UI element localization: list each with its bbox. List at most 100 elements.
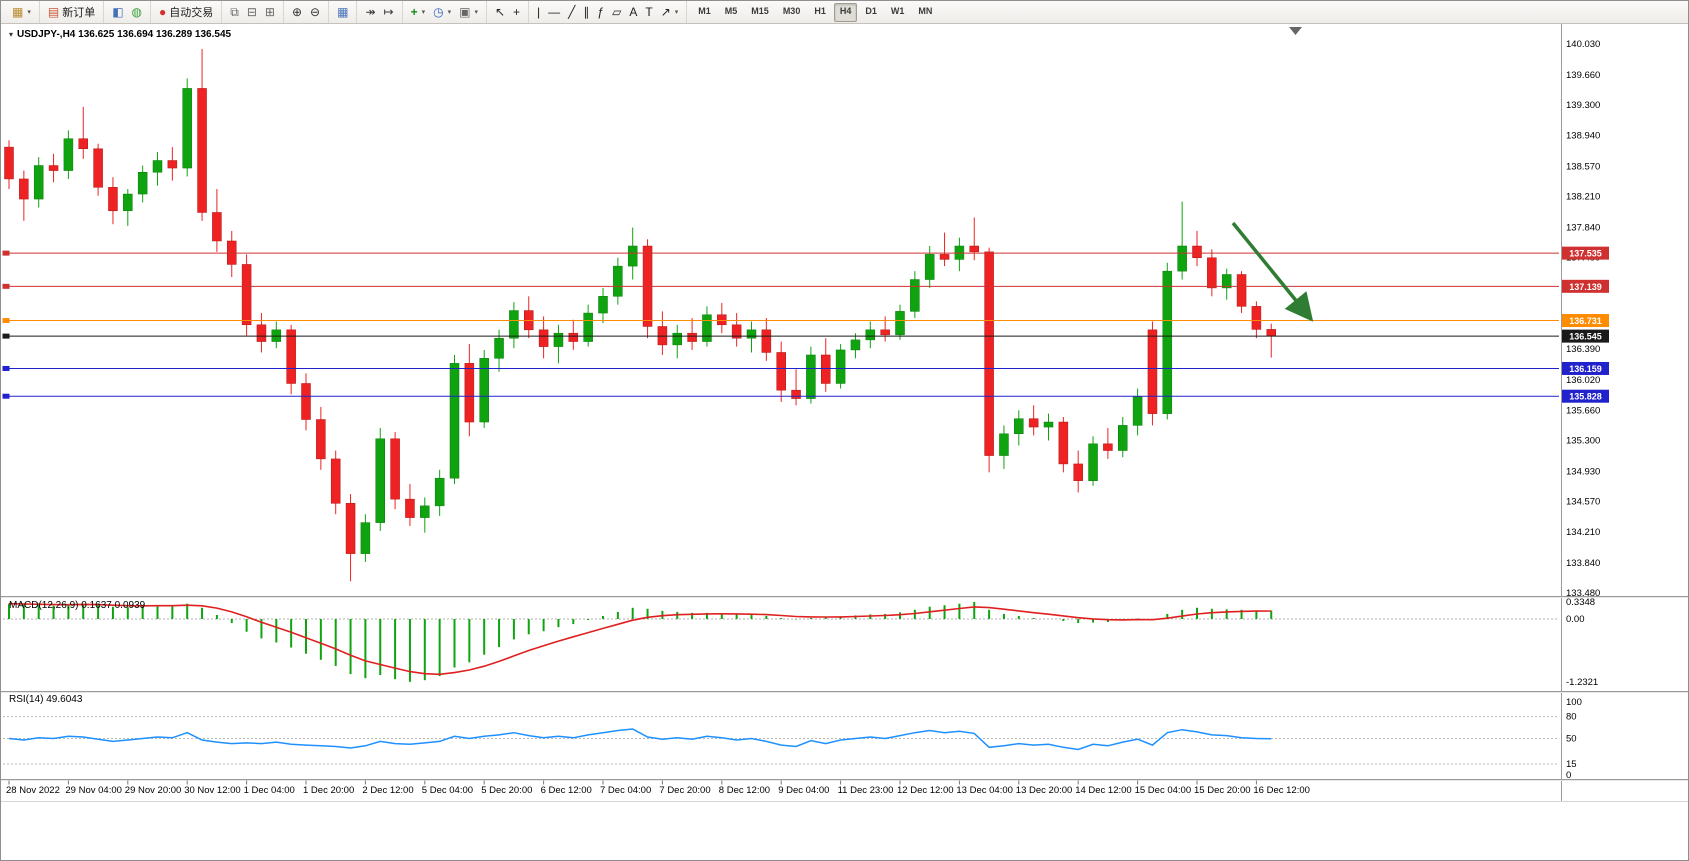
timeframe-m15[interactable]: M15	[751, 5, 769, 16]
svg-text:6 Dec 12:00: 6 Dec 12:00	[541, 785, 592, 796]
indicators-icon: +	[410, 5, 418, 19]
horizontal-line-object[interactable]: 137.535	[2, 246, 1610, 260]
auto-scroll-button[interactable]: ↠	[361, 2, 379, 22]
horizontal-line-icon: —	[548, 5, 561, 19]
cascade-windows-icon: ⧉	[230, 5, 239, 19]
svg-text:135.300: 135.300	[1566, 435, 1600, 446]
zoom-in-button[interactable]: ⊕	[288, 2, 306, 22]
label-icon: T	[645, 5, 653, 19]
zoom-out-button[interactable]: ⊖	[306, 2, 324, 22]
svg-text:16 Dec 12:00: 16 Dec 12:00	[1253, 785, 1310, 796]
toolbar-group: ▦	[328, 1, 356, 23]
templates-button[interactable]: ▣ ▾	[455, 2, 482, 22]
indicators-button[interactable]: + ▾	[407, 2, 430, 22]
timeframe-w1[interactable]: W1	[890, 5, 905, 16]
new-order-button[interactable]: ▤ 新订单	[44, 2, 99, 22]
vertical-line-button[interactable]: |	[533, 2, 544, 22]
shapes-icon: ▱	[612, 5, 622, 19]
timeframe-h1[interactable]: H1	[814, 5, 826, 16]
cursor-button[interactable]: ↖	[491, 2, 509, 22]
horizontal-line-object[interactable]: 135.828	[2, 389, 1610, 403]
svg-text:0.00: 0.00	[1566, 614, 1585, 625]
horizontal-line-object[interactable]: 137.139	[2, 279, 1610, 293]
svg-text:136.545: 136.545	[1569, 332, 1602, 342]
svg-text:0.3348: 0.3348	[1566, 597, 1595, 608]
autotrade-button[interactable]: ● 自动交易	[155, 2, 217, 22]
svg-text:5 Dec 04:00: 5 Dec 04:00	[422, 785, 473, 796]
toolbar-group: ▤ 新订单	[38, 1, 103, 23]
autotrade-button-label: 自动交易	[169, 7, 214, 19]
arrows-button[interactable]: ↗ ▾	[657, 2, 683, 22]
label-button[interactable]: T	[641, 2, 656, 22]
price-axis[interactable]: 140.030 139.660 139.300 138.940 138.570 138.2…	[1566, 39, 1600, 599]
time-axis[interactable]: 28 Nov 2022 29 Nov 04:00 29 Nov 20:00 30 No…	[6, 780, 1310, 797]
vertical-line-icon: |	[537, 5, 541, 19]
svg-text:135.660: 135.660	[1566, 405, 1600, 416]
timeframe-m5[interactable]: M5	[724, 5, 738, 16]
macd-pane: 0.3348 0.00 -1.2321	[3, 597, 1598, 688]
one-click-trading-arrow-icon[interactable]: ▾	[9, 30, 14, 39]
chart-title: ▾ USDJPY-,H4 136.625 136.694 136.289 136…	[9, 29, 231, 40]
svg-text:136.020: 136.020	[1566, 375, 1600, 386]
tile-horizontal-button[interactable]: ⊟	[243, 2, 261, 22]
current-price-line[interactable]: 136.545	[2, 329, 1610, 343]
toolbar-group: ● 自动交易	[150, 1, 221, 23]
periods-button[interactable]: ◷ ▾	[429, 2, 455, 22]
svg-text:9 Dec 04:00: 9 Dec 04:00	[778, 785, 829, 796]
horizontal-line-button[interactable]: —	[544, 2, 564, 22]
text-icon: A	[629, 5, 638, 19]
chart-shift-button[interactable]: ↦	[380, 2, 398, 22]
svg-text:137.139: 137.139	[1569, 282, 1602, 292]
price-badge: 136.545	[1562, 329, 1609, 343]
timeframe-d1[interactable]: D1	[865, 5, 877, 16]
timeframe-m30[interactable]: M30	[782, 5, 801, 16]
timeframe-m1[interactable]: M1	[698, 5, 711, 16]
text-button[interactable]: A	[625, 2, 641, 22]
new-chart-button[interactable]: ▦ ▾	[8, 2, 35, 22]
trend-arrow-object[interactable]	[1231, 221, 1314, 322]
svg-text:14 Dec 12:00: 14 Dec 12:00	[1075, 785, 1132, 796]
tile-horizontal-icon: ⊟	[246, 5, 257, 19]
channel-button[interactable]: ∥	[579, 2, 593, 22]
price-badge: 135.828	[1562, 389, 1609, 403]
svg-text:100: 100	[1566, 697, 1582, 708]
svg-text:-1.2321: -1.2321	[1566, 677, 1598, 688]
rsi-indicator-label: RSI(14) 49.6043	[9, 694, 83, 705]
fibonacci-button[interactable]: ƒ	[593, 2, 608, 22]
svg-text:0: 0	[1566, 770, 1571, 781]
crosshair-button[interactable]: +	[509, 2, 524, 22]
svg-text:135.828: 135.828	[1569, 392, 1602, 402]
toolbar-group: ⊕ ⊖	[282, 1, 328, 23]
svg-text:11 Dec 23:00: 11 Dec 23:00	[838, 785, 894, 796]
tile-windows-button[interactable]: ▦	[333, 2, 352, 22]
navigator-button[interactable]: ◍	[128, 2, 146, 22]
svg-text:134.930: 134.930	[1566, 466, 1600, 477]
tile-vertical-button[interactable]: ⊞	[261, 2, 279, 22]
charts-button[interactable]: ◧	[108, 2, 127, 22]
chart-plot-area[interactable]	[1, 24, 1559, 596]
toolbar-group: ↖ +	[485, 1, 528, 23]
shapes-button[interactable]: ▱	[608, 2, 625, 22]
toolbar-group: + ▾ ◷ ▾ ▣ ▾	[401, 1, 486, 23]
new-order-button-label: 新订单	[62, 7, 96, 19]
chart-shift-icon: ↦	[383, 5, 394, 19]
periods-icon: ◷	[433, 5, 444, 19]
svg-text:1 Dec 04:00: 1 Dec 04:00	[244, 785, 295, 796]
svg-text:29 Nov 04:00: 29 Nov 04:00	[65, 785, 122, 796]
trendline-button[interactable]: ╱	[564, 2, 579, 22]
templates-icon: ▣	[459, 5, 471, 19]
timeframe-h4[interactable]: H4	[833, 2, 858, 22]
auto-scroll-icon: ↠	[365, 5, 376, 19]
svg-text:134.210: 134.210	[1566, 527, 1600, 538]
charts-icon: ◧	[112, 5, 124, 19]
horizontal-line-object[interactable]: 136.159	[2, 361, 1610, 375]
cascade-windows-button[interactable]: ⧉	[226, 2, 243, 22]
dropdown-arrow-icon: ▾	[474, 9, 478, 16]
svg-text:28 Nov 2022: 28 Nov 2022	[6, 785, 60, 796]
svg-text:133.840: 133.840	[1566, 558, 1600, 569]
svg-text:15: 15	[1566, 759, 1577, 770]
timeframe-mn[interactable]: MN	[918, 5, 933, 16]
chart-shift-marker-icon[interactable]	[1289, 27, 1302, 35]
